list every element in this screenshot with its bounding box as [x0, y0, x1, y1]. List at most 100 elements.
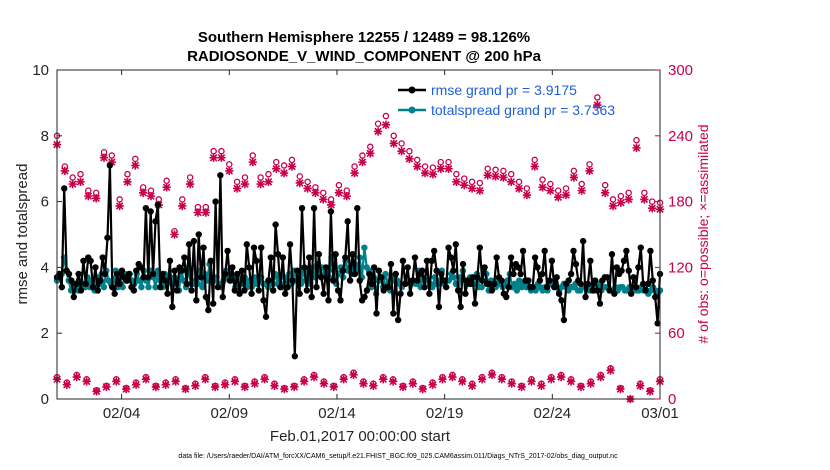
rmse-point	[394, 316, 402, 324]
rmse-point	[310, 204, 318, 212]
obs-assimilated-marker	[272, 164, 281, 173]
rmse-point	[517, 270, 524, 278]
obs-assimilated-marker	[349, 370, 358, 380]
rmse-point	[603, 274, 611, 281]
y-left-tick-label: 8	[41, 128, 49, 145]
obs-assimilated-marker	[319, 195, 328, 204]
obs-assimilated-marker	[517, 382, 526, 392]
rmse-point	[536, 277, 544, 284]
obs-assimilated-marker	[178, 201, 187, 211]
rmse-point	[145, 274, 152, 281]
rmse-point	[375, 267, 383, 274]
obs-assimilated-marker	[138, 188, 148, 197]
obs-assimilated-marker	[547, 375, 556, 384]
obs-assimilated-marker	[369, 381, 378, 390]
obs-assimilated-marker	[616, 198, 626, 207]
rmse-point	[301, 264, 308, 271]
rmse-point	[625, 267, 632, 274]
rmse-point	[618, 267, 625, 274]
rmse-point	[491, 280, 498, 288]
y-left-tick-label: 4	[41, 259, 49, 276]
rmse-point	[515, 264, 522, 271]
rmse-point	[142, 204, 150, 212]
rmse-point	[161, 277, 169, 284]
rmse-point	[250, 244, 258, 251]
rmse-point	[447, 254, 455, 261]
axes: 02/04 02/09 02/14 02/19 02/24 03/010246810060…	[32, 62, 693, 422]
rmse-point	[332, 251, 339, 258]
spread-point	[199, 283, 206, 291]
obs-possible-marker	[382, 112, 390, 120]
obs-assimilated-marker	[428, 170, 438, 179]
obs-assimilated-marker	[458, 377, 467, 386]
rmse-point	[414, 277, 421, 284]
footnote: data file: /Users/raeder/DAI/ATM_forcXX/…	[178, 453, 618, 460]
rmse-point	[589, 287, 596, 294]
rmse-point	[303, 287, 311, 294]
obs-assimilated-marker	[566, 377, 576, 386]
obs-assimilated-marker	[538, 183, 547, 192]
obs-assimilated-marker	[311, 188, 320, 197]
obs-assimilated-marker	[62, 380, 72, 389]
x-tick-label: 02/19	[426, 405, 464, 422]
obs-possible-marker	[124, 170, 131, 178]
obs-count-series	[52, 94, 665, 404]
obs-assimilated-marker	[162, 183, 171, 192]
rmse-point	[356, 277, 363, 284]
obs-assimilated-marker	[250, 379, 259, 388]
rmse-point	[342, 254, 349, 261]
obs-assimilated-marker	[636, 381, 645, 390]
rmse-point	[236, 290, 243, 297]
rmse-point	[471, 300, 479, 307]
obs-assimilated-marker	[290, 382, 299, 392]
legend: rmse grand pr = 3.9175 totalspread grand…	[398, 82, 615, 118]
rmse-point	[197, 274, 205, 281]
rmse-point	[233, 270, 241, 278]
obs-assimilated-marker	[405, 154, 414, 163]
rmse-point	[469, 274, 476, 281]
rmse-point	[255, 287, 263, 294]
rmse-point	[368, 280, 375, 288]
spread-point	[361, 244, 368, 251]
rmse-point	[262, 313, 270, 320]
rmse-point	[137, 264, 145, 271]
rmse-point	[65, 270, 73, 278]
rmse-point	[104, 234, 111, 241]
obs-assimilated-marker	[596, 372, 605, 382]
rmse-point	[440, 277, 447, 284]
rmse-point	[649, 277, 656, 284]
obs-assimilated-marker	[640, 195, 649, 204]
rmse-point	[399, 257, 407, 265]
rmse-point	[570, 247, 577, 255]
rmse-point	[435, 303, 443, 311]
rmse-point	[229, 264, 236, 271]
obs-assimilated-marker	[225, 166, 234, 176]
obs-assimilated-marker	[171, 377, 180, 386]
rmse-point	[430, 247, 438, 255]
obs-assimilated-marker	[436, 164, 445, 173]
obs-assimilated-marker	[217, 153, 226, 162]
spread-point	[138, 283, 145, 291]
obs-assimilated-marker	[389, 139, 398, 148]
rmse-point	[169, 303, 176, 311]
rmse-point	[647, 247, 654, 255]
rmse-point	[519, 247, 527, 255]
obs-assimilated-marker	[358, 157, 367, 167]
obs-assimilated-marker	[99, 153, 109, 162]
rmse-point	[534, 264, 541, 271]
obs-assimilated-marker	[191, 381, 200, 390]
rmse-point	[438, 270, 445, 278]
obs-assimilated-marker	[381, 120, 391, 129]
rmse-point	[457, 303, 464, 311]
rmse-point	[572, 260, 580, 268]
obs-assimilated-marker	[295, 178, 304, 188]
x-tick-label: 02/24	[534, 405, 572, 422]
rmse-point	[548, 257, 556, 265]
rmse-point	[157, 283, 164, 291]
rmse-point	[529, 283, 536, 291]
rmse-point	[363, 287, 371, 294]
obs-assimilated-marker	[556, 372, 566, 382]
x-tick-label: 03/01	[641, 405, 679, 422]
rmse-point	[68, 277, 75, 284]
